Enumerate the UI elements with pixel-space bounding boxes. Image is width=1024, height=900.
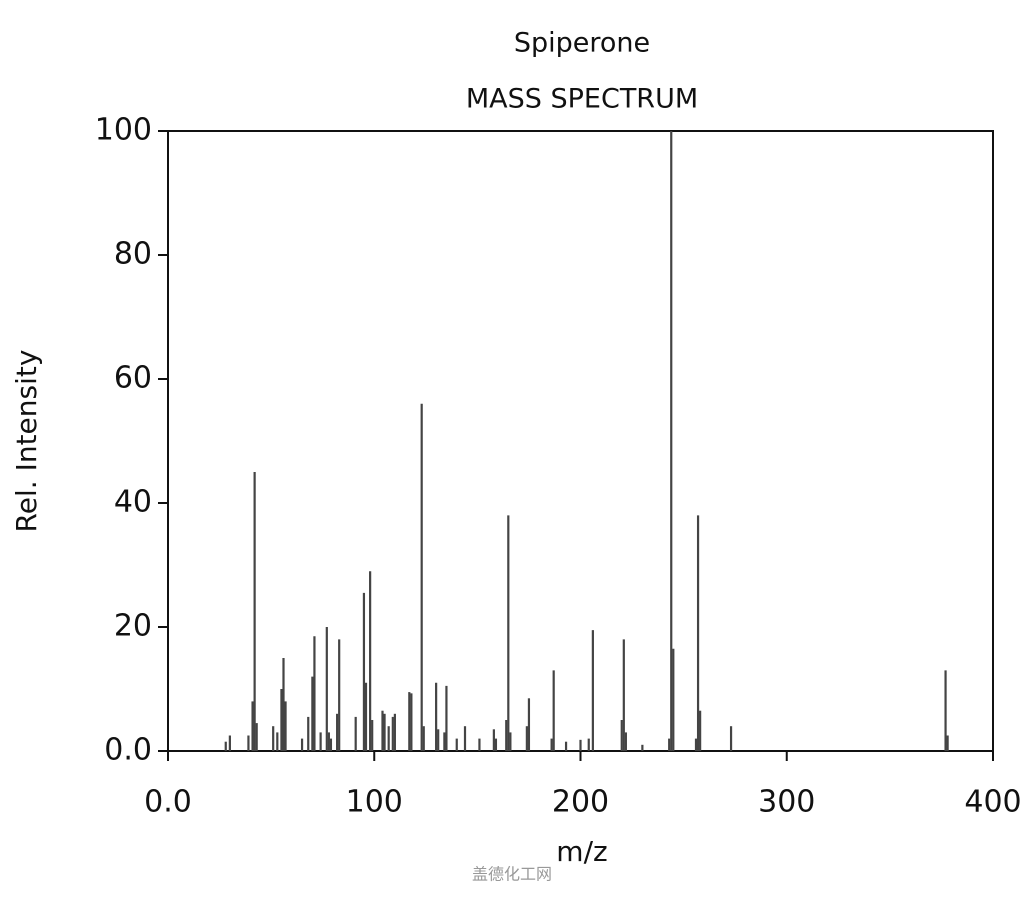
x-tick-label: 200 xyxy=(552,785,609,820)
plot-frame xyxy=(167,130,994,752)
chart-title: Spiperone xyxy=(514,28,650,59)
y-tick-label: 80 xyxy=(114,237,152,272)
x-axis-label: m/z xyxy=(556,835,607,868)
x-tick-label: 0.0 xyxy=(144,785,192,820)
chart-subtitle: MASS SPECTRUM xyxy=(466,84,698,115)
x-tick-label: 400 xyxy=(964,785,1021,820)
y-tick-label: 60 xyxy=(114,361,152,396)
y-tick-label: 100 xyxy=(95,113,152,148)
y-tick-label: 40 xyxy=(114,485,152,520)
x-tick-label: 300 xyxy=(758,785,815,820)
y-tick-label: 20 xyxy=(114,609,152,644)
watermark: 盖德化工网 xyxy=(472,865,552,884)
y-axis-label: Rel. Intensity xyxy=(10,350,43,533)
y-tick-label: 0.0 xyxy=(104,733,152,768)
x-tick-label: 100 xyxy=(346,785,403,820)
